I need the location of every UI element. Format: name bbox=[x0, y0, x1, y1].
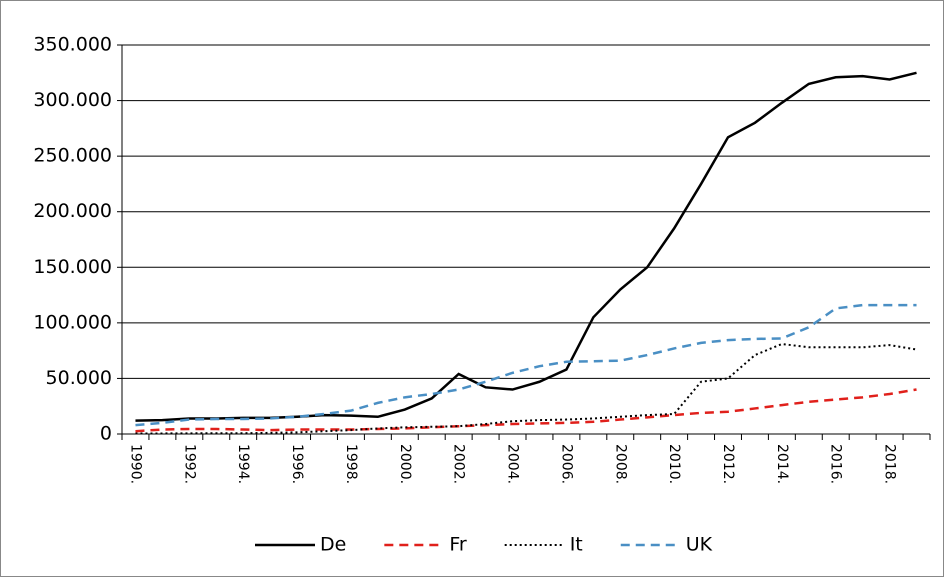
x-tick-label: 1996. bbox=[289, 444, 305, 484]
series-line bbox=[135, 71, 917, 422]
x-tick-label: 1992. bbox=[181, 444, 197, 484]
series-line bbox=[135, 388, 917, 433]
legend-label: UK bbox=[686, 534, 713, 556]
y-tick-label: 200.000 bbox=[33, 200, 112, 222]
x-tick-label: 2014. bbox=[774, 444, 790, 484]
x-tick-label: 2002. bbox=[451, 444, 467, 484]
y-tick-label: 300.000 bbox=[33, 89, 112, 111]
x-tick-label: 2016. bbox=[828, 444, 844, 484]
x-tick-label: 2012. bbox=[720, 444, 736, 484]
y-tick-label: 100.000 bbox=[33, 311, 112, 333]
x-tick-label: 2008. bbox=[612, 444, 628, 484]
x-tick-label: 2004. bbox=[505, 444, 521, 484]
x-tick-label: 1990. bbox=[127, 444, 143, 484]
x-tick-label: 2010. bbox=[666, 444, 682, 484]
legend-label: Fr bbox=[449, 534, 467, 556]
series-line bbox=[135, 303, 917, 427]
series-line bbox=[135, 342, 917, 435]
x-tick-label: 1994. bbox=[235, 444, 251, 484]
x-tick-label: 2000. bbox=[397, 444, 413, 484]
y-tick-label: 50.000 bbox=[46, 367, 112, 389]
y-tick-label: 0 bbox=[100, 423, 112, 445]
legend-label: It bbox=[570, 534, 583, 556]
y-tick-label: 150.000 bbox=[33, 256, 112, 278]
x-tick-label: 2006. bbox=[558, 444, 574, 484]
x-tick-label: 1998. bbox=[343, 444, 359, 484]
y-tick-label: 250.000 bbox=[33, 145, 112, 167]
y-tick-label: 350.000 bbox=[33, 34, 112, 56]
legend-label: De bbox=[320, 534, 346, 556]
x-tick-label: 2018. bbox=[882, 444, 898, 484]
